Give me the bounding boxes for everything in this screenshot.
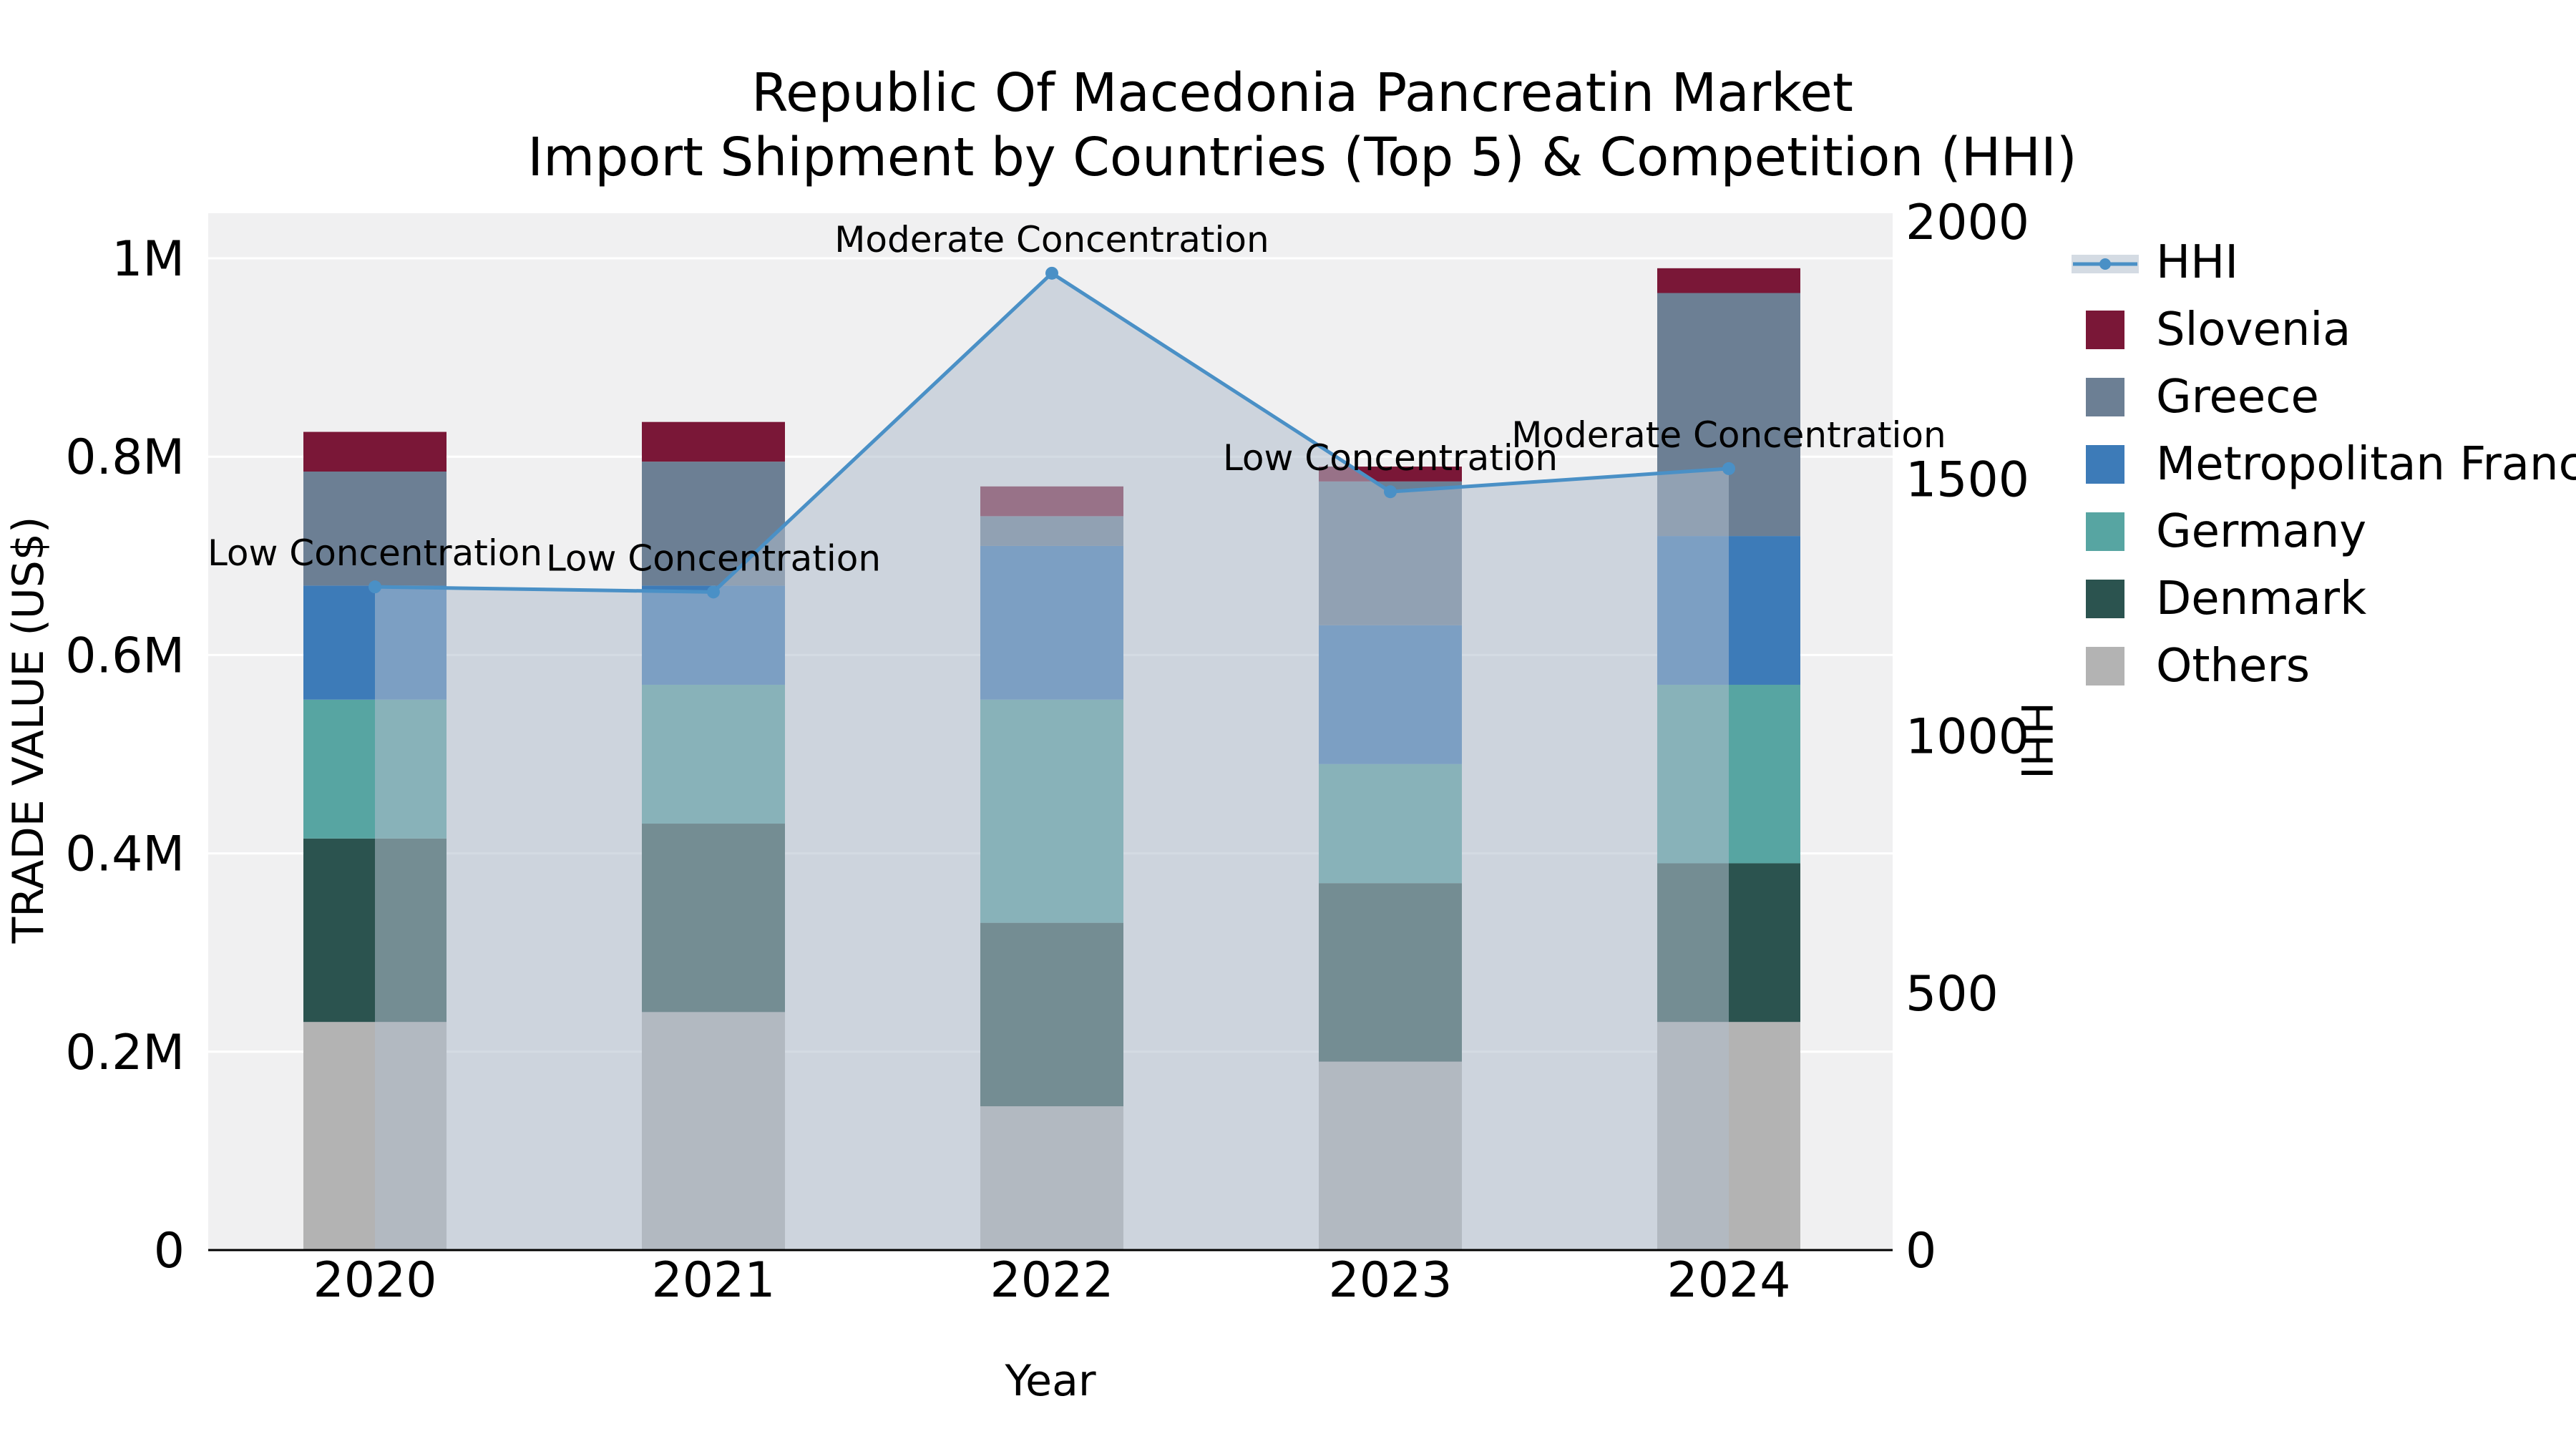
legend-item-metropolitan-france: Metropolitan France (2072, 438, 2576, 491)
annotation-2023: Low Concentration (1223, 437, 1558, 479)
chart-title-line2: Import Shipment by Countries (Top 5) & C… (527, 127, 2077, 189)
legend-label-others: Others (2156, 640, 2311, 693)
legend-item-hhi: HHI (2072, 236, 2576, 289)
legend-item-slovenia: Slovenia (2072, 303, 2576, 356)
swatch-germany (2086, 512, 2124, 551)
legend: HHI Slovenia Greece Metropolitan France Germ… (2072, 236, 2576, 693)
legend-item-greece: Greece (2072, 371, 2576, 424)
left-tick-0-8m: 0.8M (65, 429, 185, 486)
annotation-2024: Moderate Concentration (1511, 414, 1946, 456)
y-axis-label-right: HHI (2011, 702, 2061, 779)
left-tick-1m: 1M (112, 231, 185, 288)
legend-swatch-denmark (2072, 580, 2139, 618)
legend-item-others: Others (2072, 640, 2576, 693)
x-axis-label: Year (1005, 1356, 1096, 1406)
left-tick-0-4m: 0.4M (65, 826, 185, 883)
swatch-denmark (2086, 580, 2124, 618)
left-tick-0-6m: 0.6M (65, 628, 185, 684)
right-tick-1000: 1000 (1906, 709, 2029, 766)
bar-segment-greece-2020 (303, 471, 447, 586)
annotation-2021: Low Concentration (546, 537, 881, 579)
x-tick-2022: 2022 (990, 1252, 1113, 1309)
legend-label-greece: Greece (2156, 371, 2319, 424)
left-tick-0: 0 (154, 1223, 185, 1279)
legend-label-denmark: Denmark (2156, 572, 2367, 625)
legend-item-denmark: Denmark (2072, 572, 2576, 625)
right-tick-2000: 2000 (1906, 195, 2029, 251)
legend-label-metropolitan-france: Metropolitan France (2156, 438, 2576, 491)
legend-swatch-metropolitan-france (2072, 445, 2139, 484)
swatch-greece (2086, 378, 2124, 416)
hhi-point-2020 (369, 580, 381, 594)
x-tick-2020: 2020 (313, 1252, 436, 1309)
right-tick-1500: 1500 (1906, 452, 2029, 508)
hhi-area (375, 273, 1729, 1251)
swatch-others (2086, 647, 2124, 686)
right-tick-0: 0 (1906, 1223, 1936, 1279)
x-tick-2021: 2021 (651, 1252, 775, 1309)
bar-segment-slovenia-2024 (1657, 268, 1800, 293)
hhi-point-2024 (1722, 462, 1735, 475)
legend-label-slovenia: Slovenia (2156, 303, 2351, 356)
annotation-2020: Low Concentration (208, 532, 542, 574)
legend-swatch-greece (2072, 378, 2139, 416)
legend-item-germany: Germany (2072, 505, 2576, 558)
legend-swatch-germany (2072, 512, 2139, 551)
legend-swatch-others (2072, 647, 2139, 686)
left-tick-0-2m: 0.2M (65, 1025, 185, 1081)
right-tick-500: 500 (1906, 966, 1999, 1023)
legend-label-germany: Germany (2156, 505, 2367, 558)
hhi-point-2023 (1384, 485, 1397, 499)
y-axis-label-left: TRADE VALUE (US$) (4, 516, 54, 944)
bar-segment-slovenia-2020 (303, 431, 447, 472)
swatch-metropolitan-france (2086, 445, 2124, 484)
annotation-2022: Moderate Concentration (834, 219, 1269, 260)
legend-label-hhi: HHI (2156, 236, 2239, 289)
x-tick-2024: 2024 (1667, 1252, 1790, 1309)
hhi-line-marker-icon (2072, 243, 2139, 282)
hhi-point-2021 (707, 585, 720, 599)
chart-title-line1: Republic Of Macedonia Pancreatin Market (751, 62, 1853, 124)
swatch-slovenia (2086, 311, 2124, 349)
bar-segment-slovenia-2021 (642, 421, 785, 462)
x-tick-2023: 2023 (1328, 1252, 1452, 1309)
legend-swatch-slovenia (2072, 311, 2139, 349)
hhi-point-2022 (1045, 266, 1058, 280)
chart-title: Republic Of Macedonia Pancreatin Market … (527, 61, 2077, 190)
